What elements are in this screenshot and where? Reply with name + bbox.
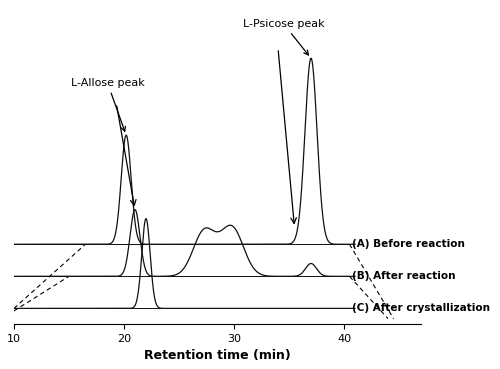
Text: L-Psicose peak: L-Psicose peak: [242, 19, 324, 55]
X-axis label: Retention time (min): Retention time (min): [144, 349, 291, 362]
Text: (C) After crystallization: (C) After crystallization: [352, 303, 490, 313]
Text: L-Allose peak: L-Allose peak: [70, 78, 144, 131]
Text: (B) After reaction: (B) After reaction: [352, 271, 455, 281]
Text: (A) Before reaction: (A) Before reaction: [352, 239, 465, 249]
